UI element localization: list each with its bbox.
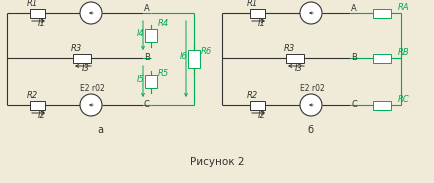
Text: б: б — [307, 125, 313, 135]
Text: I1: I1 — [37, 19, 46, 28]
Text: I2: I2 — [257, 111, 265, 120]
Bar — [73, 53, 91, 63]
Text: R2: R2 — [247, 91, 258, 100]
Text: A: A — [351, 4, 357, 13]
Text: RA: RA — [398, 3, 410, 12]
Bar — [373, 53, 391, 63]
Text: R5: R5 — [158, 70, 169, 79]
Text: Рисунок 2: Рисунок 2 — [190, 157, 244, 167]
Text: R1: R1 — [247, 0, 258, 8]
Circle shape — [300, 2, 322, 24]
Text: E2 r02: E2 r02 — [300, 84, 325, 93]
Text: R4: R4 — [158, 20, 169, 29]
Bar — [188, 50, 200, 68]
Circle shape — [80, 94, 102, 116]
Text: а: а — [97, 125, 103, 135]
Circle shape — [80, 2, 102, 24]
Text: E1 r01: E1 r01 — [300, 0, 325, 1]
Text: I5: I5 — [137, 74, 145, 83]
Bar — [250, 8, 265, 18]
Text: R1: R1 — [27, 0, 38, 8]
Text: I3: I3 — [295, 64, 303, 73]
Bar — [373, 100, 391, 109]
Bar — [250, 100, 265, 109]
Bar — [286, 53, 304, 63]
Text: E2 r02: E2 r02 — [80, 84, 105, 93]
Text: I2: I2 — [37, 111, 46, 120]
Text: R3: R3 — [71, 44, 82, 53]
Bar — [30, 8, 45, 18]
Text: R3: R3 — [284, 44, 295, 53]
Text: I6: I6 — [180, 52, 188, 61]
Text: I4: I4 — [137, 29, 145, 38]
Bar — [145, 29, 157, 42]
Text: R6: R6 — [201, 47, 212, 56]
Circle shape — [300, 94, 322, 116]
Text: B: B — [144, 53, 150, 62]
Bar — [373, 8, 391, 18]
Text: RC: RC — [398, 95, 410, 104]
Text: I3: I3 — [82, 64, 90, 73]
Text: C: C — [144, 100, 150, 109]
Text: A: A — [144, 4, 150, 13]
Text: E1 r01: E1 r01 — [80, 0, 105, 1]
Bar — [30, 100, 45, 109]
Text: R2: R2 — [27, 91, 38, 100]
Text: I1: I1 — [257, 19, 265, 28]
Text: RB: RB — [398, 48, 410, 57]
Text: C: C — [351, 100, 357, 109]
Bar — [145, 75, 157, 88]
Text: B: B — [351, 53, 357, 62]
